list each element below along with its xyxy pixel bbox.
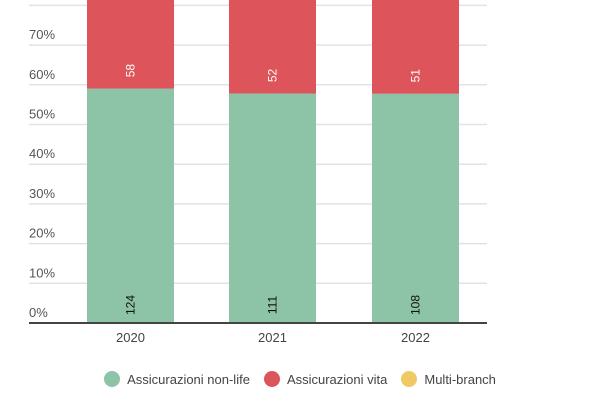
legend: Assicurazioni non-life Assicurazioni vit…: [0, 371, 600, 387]
data-label: 58: [124, 64, 138, 78]
bar-segment: [87, 0, 174, 89]
legend-swatch: [104, 371, 121, 387]
data-label: 108: [409, 295, 423, 315]
y-tick-label: 70%: [29, 27, 55, 42]
data-label: 124: [124, 295, 138, 315]
data-label: 111: [266, 296, 280, 315]
x-tick-label: 2022: [401, 330, 430, 345]
y-tick-label: 50%: [29, 107, 55, 122]
x-tick-label: 2020: [116, 330, 145, 345]
legend-item-non-life[interactable]: Assicurazioni non-life: [104, 371, 250, 387]
data-label: 51: [409, 69, 423, 83]
legend-swatch: [401, 371, 418, 387]
data-label: 52: [266, 68, 280, 82]
legend-item-multi-branch[interactable]: Multi-branch: [401, 371, 496, 387]
y-tick-label: 0%: [29, 305, 48, 320]
y-tick-label: 20%: [29, 226, 55, 241]
bar-segment: [372, 93, 459, 323]
legend-swatch: [263, 371, 280, 387]
y-tick-label: 10%: [29, 265, 55, 280]
bar-segment: [229, 93, 316, 323]
y-tick-label: 60%: [29, 67, 55, 82]
legend-label: Assicurazioni vita: [286, 371, 388, 387]
bar-segment: [87, 88, 174, 323]
legend-label: Multi-branch: [424, 371, 496, 387]
bar-segment: [372, 0, 459, 94]
legend-label: Assicurazioni non-life: [127, 371, 250, 387]
x-tick-label: 2021: [258, 330, 287, 345]
legend-item-vita[interactable]: Assicurazioni vita: [263, 371, 388, 387]
y-tick-label: 40%: [29, 146, 55, 161]
y-tick-label: 80%: [29, 0, 55, 2]
y-tick-label: 30%: [29, 186, 55, 201]
bar-segment: [229, 0, 316, 94]
